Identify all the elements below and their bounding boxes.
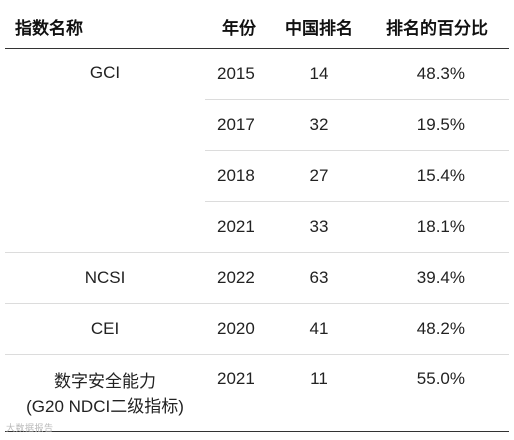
index-name-cei: CEI [5, 303, 205, 355]
year-cell: 2021 [205, 201, 273, 253]
rank-cell: 32 [273, 99, 365, 151]
ranking-table-container: 指数名称 年份 中国排名 排名的百分比 GCI 2015 14 48.3% 20… [5, 5, 509, 432]
rank-cell: 14 [273, 48, 365, 100]
watermark: 大数据报告 [6, 424, 54, 434]
year-cell: 2015 [205, 48, 273, 100]
rank-cell: 41 [273, 303, 365, 355]
ranking-table: 指数名称 年份 中国排名 排名的百分比 GCI 2015 14 48.3% 20… [5, 5, 509, 432]
year-cell: 2022 [205, 252, 273, 304]
rank-cell: 33 [273, 201, 365, 253]
index-name-digital-security: 数字安全能力 (G20 NDCI二级指标) [5, 354, 205, 432]
year-cell: 2017 [205, 99, 273, 151]
percentage-cell: 39.4% [365, 252, 509, 304]
index-name-ncsi: NCSI [5, 252, 205, 304]
rank-cell: 63 [273, 252, 365, 304]
rank-cell: 11 [273, 354, 365, 432]
year-cell: 2021 [205, 354, 273, 432]
percentage-cell: 19.5% [365, 99, 509, 151]
percentage-cell: 55.0% [365, 354, 509, 432]
percentage-cell: 48.2% [365, 303, 509, 355]
table-row: 2021 33 18.1% [5, 201, 509, 253]
table-row: GCI 2015 14 48.3% [5, 48, 509, 253]
percentage-cell: 18.1% [365, 201, 509, 253]
index-name-line1: 数字安全能力 [54, 372, 156, 391]
table-row: 2018 27 15.4% [5, 150, 509, 202]
percentage-cell: 48.3% [365, 48, 509, 100]
year-cell: 2018 [205, 150, 273, 202]
rank-cell: 27 [273, 150, 365, 202]
index-name-gci: GCI [5, 48, 205, 253]
year-cell: 2020 [205, 303, 273, 355]
table-row: 数字安全能力 (G20 NDCI二级指标) 2021 11 55.0% [5, 354, 509, 432]
table-row: CEI 2020 41 48.2% [5, 303, 509, 355]
header-china-rank: 中国排名 [273, 5, 365, 49]
header-row: 指数名称 年份 中国排名 排名的百分比 [5, 5, 509, 49]
header-year: 年份 [205, 5, 273, 49]
table-row: NCSI 2022 63 39.4% [5, 252, 509, 304]
header-rank-percentage: 排名的百分比 [365, 5, 509, 49]
index-name-line2: (G20 NDCI二级指标) [26, 397, 184, 416]
table-row: 2017 32 19.5% [5, 99, 509, 151]
percentage-cell: 15.4% [365, 150, 509, 202]
header-index-name: 指数名称 [5, 5, 205, 49]
